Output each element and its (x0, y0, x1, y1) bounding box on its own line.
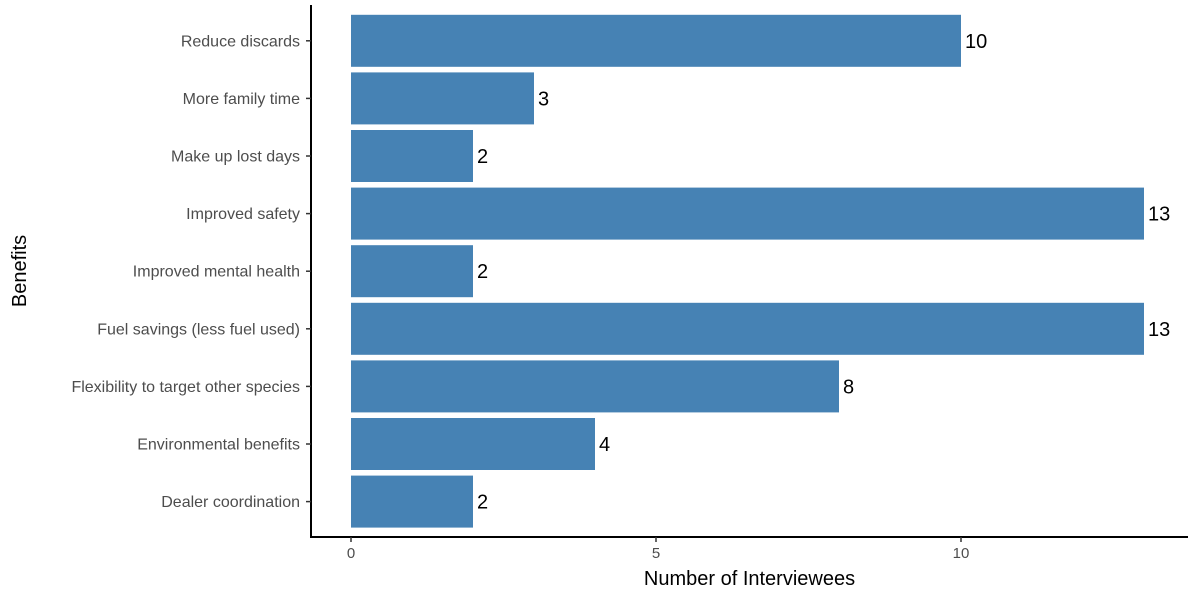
y-tick-label: Improved mental health (133, 264, 300, 281)
bar (351, 418, 595, 470)
x-ticks: 0 5 10 (347, 537, 970, 562)
y-tick-label: Environmental benefits (137, 437, 300, 454)
x-axis-title: Number of Interviewees (644, 568, 855, 590)
y-axis-title: Benefits (9, 235, 31, 307)
x-tick-label: 5 (652, 545, 660, 562)
y-tick-label: Dealer coordination (161, 494, 300, 511)
data-label: 13 (1148, 319, 1170, 341)
data-label: 13 (1148, 204, 1170, 226)
data-label: 2 (477, 492, 488, 514)
data-label: 8 (843, 376, 854, 398)
bar (351, 130, 473, 182)
y-ticks: Reduce discards More family time Make up l… (71, 33, 311, 511)
bar (351, 245, 473, 298)
data-label: 4 (599, 434, 610, 456)
data-label: 2 (477, 261, 488, 283)
bars (351, 14, 1144, 528)
data-label: 10 (965, 31, 987, 53)
x-tick-label: 0 (347, 545, 355, 562)
data-labels: 10 3 2 13 2 13 8 4 2 (477, 31, 1170, 514)
y-tick-label: Improved safety (186, 206, 300, 223)
data-label: 3 (538, 88, 549, 110)
y-tick-label: Reduce discards (181, 33, 300, 50)
y-tick-label: More family time (183, 91, 300, 108)
y-tick-label: Flexibility to target other species (71, 379, 300, 396)
bar (351, 14, 961, 67)
x-tick-label: 10 (953, 545, 970, 562)
bar (351, 187, 1144, 240)
x-axis: 0 5 10 (310, 536, 1188, 562)
y-tick-label: Fuel savings (less fuel used) (97, 321, 300, 338)
bar (351, 302, 1144, 355)
y-tick-label: Make up lost days (171, 149, 300, 166)
bar (351, 475, 473, 528)
y-axis: Reduce discards More family time Make up l… (71, 5, 312, 538)
data-label: 2 (477, 146, 488, 168)
bar (351, 72, 534, 125)
bar (351, 360, 839, 413)
